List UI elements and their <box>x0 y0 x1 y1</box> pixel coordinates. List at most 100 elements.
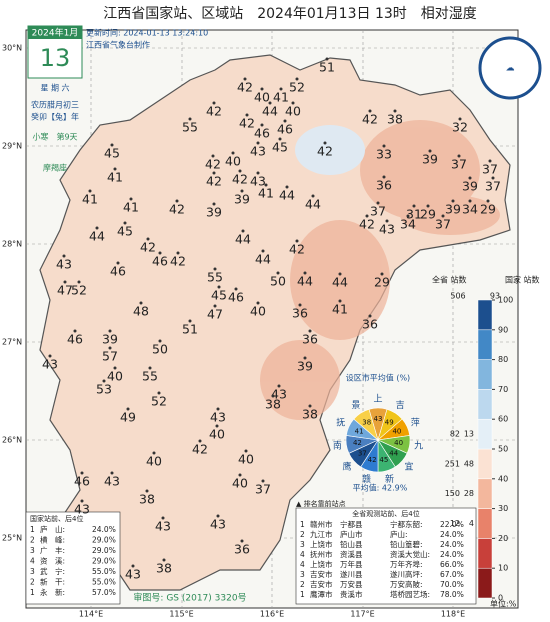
station-value: 39 <box>422 152 438 167</box>
station-value: 41 <box>82 192 98 207</box>
left-cell: 新 干: <box>40 577 65 587</box>
station-dot <box>212 101 216 105</box>
station-value: 42 <box>289 242 305 257</box>
pie-average: 平均值: 42.9% <box>353 483 408 493</box>
station-value: 51 <box>182 322 198 337</box>
station-dot <box>241 229 245 233</box>
station-dot <box>256 301 260 305</box>
station-value: 34 <box>400 217 416 232</box>
station-dot <box>238 473 242 477</box>
colorbar-label: 0 <box>498 594 503 603</box>
unit: 单位:% <box>490 599 517 609</box>
station-dot <box>271 394 275 398</box>
pie-value: 37 <box>358 450 367 458</box>
all-count: 150 <box>445 489 460 498</box>
station-value: 46 <box>277 122 293 137</box>
station-dot <box>488 159 492 163</box>
pie-name: 新 <box>385 473 394 485</box>
station-value: 53 <box>96 382 112 397</box>
right-cell: 铅山篁碧: <box>390 539 423 549</box>
left-cell: 57.0% <box>92 588 116 597</box>
cal-lunar: 农历腊月初三 <box>31 100 79 110</box>
station-dot <box>380 272 384 276</box>
station-dot <box>215 424 219 428</box>
station-value: 42 <box>359 217 375 232</box>
station-value: 44 <box>262 104 278 119</box>
colorbar-band <box>477 448 493 480</box>
cal-weekday: 星 期 六 <box>40 83 69 93</box>
station-value: 43 <box>125 567 141 582</box>
colorbar-label: 100 <box>498 296 513 305</box>
station-value: 42 <box>169 202 185 217</box>
station-value: 40 <box>250 304 266 319</box>
left-cell: 55.0% <box>92 567 116 576</box>
station-dot <box>213 304 217 308</box>
station-value: 39 <box>206 205 222 220</box>
station-value: 42 <box>362 112 378 127</box>
station-value: 41 <box>123 200 139 215</box>
station-value: 42 <box>192 442 208 457</box>
station-value: 42 <box>237 80 253 95</box>
station-value: 48 <box>133 304 149 319</box>
colorbar-label: 10 <box>498 564 508 573</box>
title: 江西省国家站、区域站 2024年01月13日 13时 相对湿度 <box>103 5 477 22</box>
left-table-box <box>25 511 121 605</box>
station-value: 43 <box>379 222 395 237</box>
station-dot <box>311 194 315 198</box>
station-dot <box>291 101 295 105</box>
pie-value: 40 <box>392 427 401 435</box>
station-dot <box>146 237 150 241</box>
station-value: 43 <box>74 502 90 517</box>
station-dot <box>278 137 282 141</box>
station-dot <box>175 199 179 203</box>
station-dot <box>188 319 192 323</box>
right-cell: 上饶市 <box>310 539 333 549</box>
station-value: 44 <box>332 275 348 290</box>
station-dot <box>198 439 202 443</box>
station-dot <box>376 201 380 205</box>
pie-value: 49 <box>385 419 394 427</box>
colorbar-band <box>477 329 493 360</box>
station-value: 40 <box>238 452 254 467</box>
national-count: 28 <box>464 489 474 498</box>
pie-value: 41 <box>355 427 364 435</box>
right-cell: 贵溪市 <box>340 589 363 599</box>
station-dot <box>323 141 327 145</box>
station-value: 37 <box>482 162 498 177</box>
station-value: 44 <box>89 229 105 244</box>
right-cell: 万年齐埠: <box>390 559 423 569</box>
right-cell: 24.0% <box>440 550 464 559</box>
right-cell: 庐山市 <box>340 529 363 539</box>
station-dot <box>244 449 248 453</box>
colorbar-band <box>477 538 493 569</box>
station-dot <box>110 143 114 147</box>
right-cell: 铅山县 <box>340 539 363 549</box>
station-value: 41 <box>332 302 348 317</box>
right-cell: 塔桥园艺场: <box>390 589 430 599</box>
station-value: 41 <box>258 186 274 201</box>
left-cell: 3 <box>30 567 35 576</box>
station-dot <box>139 301 143 305</box>
station-dot <box>338 272 342 276</box>
station-dot <box>260 87 264 91</box>
colorbar-band <box>477 299 493 331</box>
cal-day: 13 <box>40 44 71 72</box>
colorbar-label: 30 <box>498 504 508 513</box>
station-dot <box>157 391 161 395</box>
station-value: 45 <box>272 140 288 155</box>
station-value: 37 <box>435 217 451 232</box>
station-value: 36 <box>362 317 378 332</box>
station-dot <box>256 141 260 145</box>
station-value: 40 <box>225 154 241 169</box>
station-value: 29 <box>420 207 436 222</box>
maker: 江西省气象台制作 <box>86 40 150 50</box>
station-dot <box>234 287 238 291</box>
left-cell: 2 <box>30 536 35 545</box>
pie-value: 38 <box>362 419 371 427</box>
station-value: 40 <box>107 369 123 384</box>
right-cell: 万年县 <box>340 559 363 569</box>
cal-zodiac: 摩羯座 <box>43 163 67 173</box>
station-dot <box>264 183 268 187</box>
colorbar-band <box>477 567 493 599</box>
pie-slice <box>353 408 379 441</box>
